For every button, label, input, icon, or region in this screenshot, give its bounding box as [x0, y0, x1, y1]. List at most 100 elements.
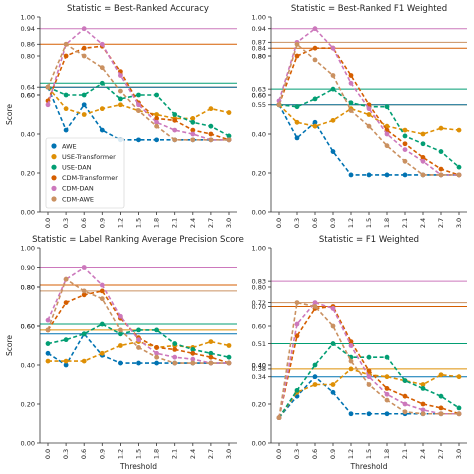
- x-tick-label: 1.2: [116, 449, 124, 459]
- point-use-transformer: [366, 112, 372, 117]
- point-cdm-dan: [81, 26, 87, 32]
- point-awe: [312, 374, 318, 380]
- point-cdm-dan: [190, 356, 196, 362]
- point-cdm-awe: [190, 360, 196, 366]
- series-line-cdm-dan: [278, 301, 459, 418]
- point-use-dan: [226, 354, 232, 360]
- point-use-dan: [154, 327, 160, 333]
- point-use-dan: [172, 112, 178, 117]
- ref-tick-label: 0.34: [252, 373, 266, 381]
- point-use-dan: [136, 92, 141, 98]
- y-tick-label: 0.00: [21, 208, 35, 216]
- point-cdm-transformer: [402, 393, 408, 399]
- x-tick-label: 1.2: [116, 218, 124, 228]
- legend-marker-cdm-awe: [51, 196, 57, 202]
- series-line-cdm-awe: [278, 42, 459, 176]
- point-cdm-awe: [384, 397, 390, 403]
- x-tick-label: 2.1: [401, 218, 409, 228]
- point-cdm-awe: [118, 88, 123, 94]
- point-use-transformer: [420, 131, 426, 137]
- point-cdm-transformer: [154, 345, 160, 350]
- point-cdm-dan: [312, 300, 318, 305]
- legend-entry-awe: AWE: [62, 142, 77, 150]
- point-use-transformer: [99, 106, 105, 112]
- x-tick-label: 0.9: [329, 218, 337, 228]
- ref-tick-label: 0.94: [21, 25, 35, 33]
- point-use-transformer: [456, 127, 462, 133]
- point-cdm-awe: [402, 409, 408, 415]
- series-line-cdm-transformer: [278, 47, 460, 176]
- point-use-dan: [154, 92, 160, 98]
- point-use-dan: [190, 119, 196, 125]
- point-awe: [45, 350, 51, 356]
- point-awe: [63, 127, 69, 133]
- point-use-dan: [81, 92, 87, 98]
- ref-tick-label: 0.55: [252, 101, 266, 109]
- point-cdm-transformer: [190, 350, 196, 356]
- legend-marker-cdm-transformer: [51, 175, 57, 181]
- y-tick-label: 0.40: [21, 130, 35, 138]
- point-cdm-transformer: [438, 166, 444, 172]
- y-tick-label: 0.80: [21, 52, 35, 60]
- point-cdm-awe: [45, 327, 51, 333]
- point-awe: [366, 411, 372, 417]
- x-tick-label: 1.8: [153, 218, 161, 228]
- point-awe: [330, 389, 336, 395]
- x-tick-label: 0.6: [80, 449, 88, 459]
- point-cdm-awe: [208, 137, 214, 143]
- point-use-dan: [118, 331, 123, 337]
- point-use-dan: [63, 337, 69, 343]
- point-cdm-dan: [99, 41, 105, 47]
- point-awe: [81, 102, 87, 108]
- point-cdm-dan: [294, 321, 300, 327]
- point-cdm-awe: [276, 102, 282, 108]
- x-axis-label: Threshold: [350, 462, 388, 471]
- point-awe: [384, 172, 390, 178]
- x-tick-label: 2.7: [207, 449, 215, 459]
- x-tick-label: 0.9: [98, 218, 106, 228]
- point-awe: [312, 119, 318, 125]
- point-cdm-dan: [154, 350, 160, 356]
- point-use-dan: [420, 141, 426, 147]
- point-use-dan: [384, 354, 390, 360]
- y-tick-label: 0.20: [21, 400, 35, 408]
- point-cdm-awe: [420, 172, 426, 178]
- point-cdm-transformer: [294, 333, 300, 339]
- legend: AWE USE-Transformer USE-DAN CDM-Transformer…: [45, 137, 125, 209]
- point-cdm-dan: [172, 127, 178, 133]
- series-line-cdm-dan: [47, 27, 229, 141]
- point-use-transformer: [420, 382, 426, 387]
- point-cdm-transformer: [420, 401, 426, 407]
- x-tick-label: 0.6: [80, 218, 88, 228]
- point-cdm-dan: [420, 407, 426, 413]
- point-cdm-transformer: [348, 73, 354, 78]
- point-cdm-awe: [312, 304, 318, 309]
- point-use-transformer: [99, 350, 105, 356]
- point-cdm-dan: [366, 374, 372, 380]
- ref-tick-label: 0.63: [252, 85, 266, 93]
- point-cdm-dan: [366, 106, 372, 112]
- y-tick-label: 0.80: [252, 283, 266, 291]
- point-use-transformer: [384, 374, 390, 380]
- y-tick-label: 0.20: [252, 400, 266, 408]
- point-use-dan: [45, 341, 51, 346]
- series-line-cdm-awe: [47, 277, 229, 364]
- legend-entry-cdm-awe: CDM-AWE: [62, 195, 94, 203]
- point-use-dan: [136, 327, 141, 333]
- point-cdm-dan: [136, 337, 141, 343]
- y-tick-label: 0.80: [21, 283, 35, 291]
- point-cdm-transformer: [208, 131, 214, 137]
- point-cdm-awe: [384, 143, 390, 149]
- point-awe: [118, 360, 123, 366]
- point-use-transformer: [330, 382, 336, 387]
- point-cdm-awe: [330, 73, 336, 78]
- x-tick-label: 2.4: [189, 449, 197, 459]
- ref-tick-label: 0.84: [252, 45, 266, 53]
- y-axis-label: Score: [5, 104, 14, 125]
- point-cdm-awe: [420, 411, 426, 417]
- point-use-dan: [99, 80, 105, 86]
- point-use-transformer: [438, 125, 444, 131]
- ref-tick-label: 0.94: [252, 25, 266, 33]
- point-cdm-transformer: [348, 339, 354, 344]
